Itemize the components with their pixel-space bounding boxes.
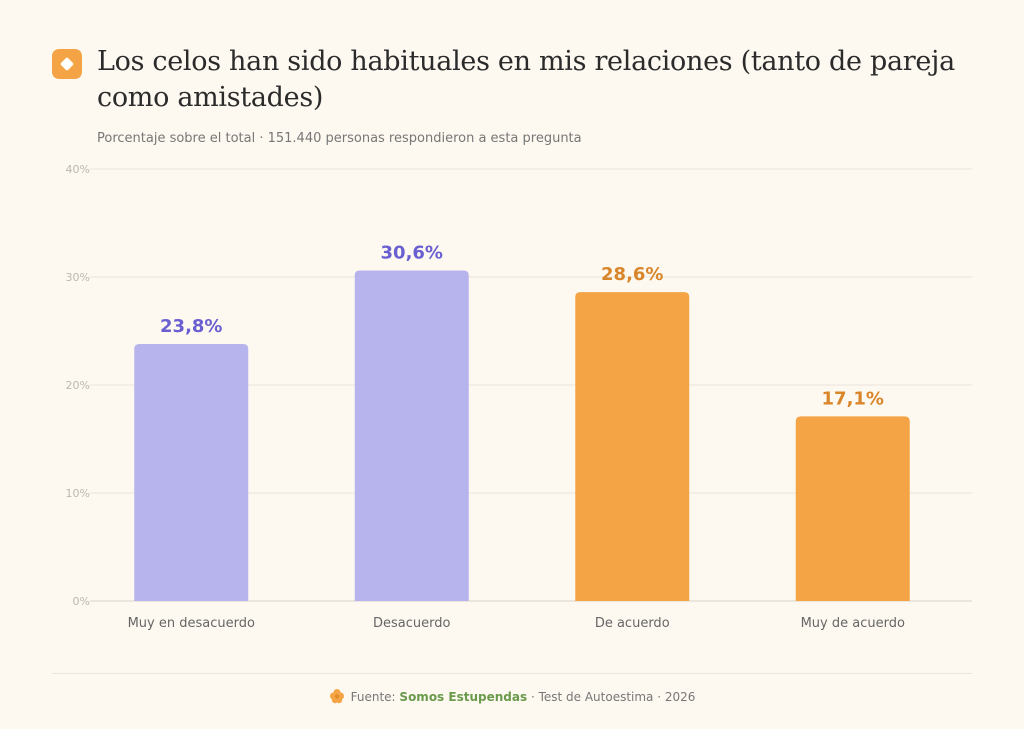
footer-divider xyxy=(52,673,972,674)
bar xyxy=(134,343,249,601)
x-tick-label: Muy en desacuerdo xyxy=(128,616,255,631)
bar xyxy=(795,416,910,601)
data-label: 23,8% xyxy=(160,316,222,337)
chart-subtitle: Porcentaje sobre el total · 151.440 pers… xyxy=(97,131,582,146)
bar-chart: 0% 10% 20% 30% 40% 23,8% Muy en desacuerdo 30,6… xyxy=(66,163,972,631)
footer-brand-link[interactable]: Somos Estupendas xyxy=(399,690,528,704)
y-tick-label: 20% xyxy=(66,379,90,392)
bar xyxy=(575,292,690,601)
footer-suffix: · Test de Autoestima · 2026 xyxy=(530,690,696,704)
flower-icon xyxy=(329,688,345,707)
x-tick-label: Muy de acuerdo xyxy=(801,616,905,631)
chart-title: Los celos han sido habituales en mis rel… xyxy=(97,46,955,113)
y-tick-label: 30% xyxy=(66,271,90,284)
y-tick-label: 40% xyxy=(66,163,90,176)
data-label: 30,6% xyxy=(381,243,443,264)
y-tick-label: 0% xyxy=(73,595,90,608)
x-tick-label: Desacuerdo xyxy=(373,616,451,631)
footer-prefix: Fuente: xyxy=(350,690,396,704)
data-label: 28,6% xyxy=(601,264,663,285)
diamond-shape xyxy=(59,56,75,72)
y-tick-label: 10% xyxy=(66,487,90,500)
footer: Fuente: Somos Estupendas · Test de Autoe… xyxy=(0,688,1024,707)
data-label: 17,1% xyxy=(822,388,884,409)
bar xyxy=(354,270,469,601)
diamond-icon xyxy=(52,49,82,79)
x-tick-label: De acuerdo xyxy=(595,616,670,631)
